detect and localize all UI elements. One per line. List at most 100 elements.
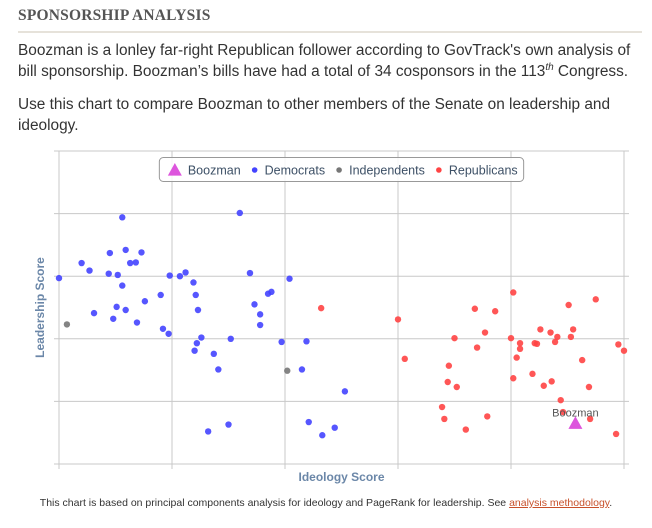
data-point [585,383,593,391]
data-point [90,309,98,317]
data-point [507,334,515,342]
data-point [445,362,453,369]
footnote: This chart is based on principal compone… [0,496,652,510]
data-point [612,430,620,438]
summary-text-end: Congress. [553,63,629,80]
data-point [78,259,85,267]
data-point [481,329,489,336]
data-point [586,415,594,423]
data-point [569,326,577,333]
data-point [444,378,451,386]
legend-item-independents[interactable]: Independents [349,164,425,178]
series-democrats [55,209,349,439]
series-independents [63,321,291,374]
data-point [547,329,554,336]
data-point [303,338,310,345]
data-point [513,354,520,361]
footnote-end: . [609,497,613,509]
data-point [441,415,448,423]
data-point [557,396,564,404]
data-point [529,370,536,378]
legend-dot-icon [251,167,258,173]
data-point [491,308,499,315]
sponsorship-section: SPONSORSHIP ANALYSIS Boozman is a lonley… [0,0,652,136]
data-point [537,326,544,333]
data-point [106,249,114,257]
data-point [471,305,479,312]
boozman-point-label: Boozman [552,407,598,419]
data-point [305,418,312,426]
data-point [473,344,481,351]
data-point [133,319,141,326]
data-point [55,274,63,282]
summary-text: Boozman is a lonley far-right Republican… [18,42,631,80]
legend-item-boozman[interactable]: Boozman [188,164,241,178]
data-point [592,296,599,303]
instruction-paragraph: Use this chart to compare Boozman to oth… [18,96,611,134]
data-point [510,375,517,382]
data-point [190,279,197,286]
data-point [451,334,458,342]
data-point [565,301,572,309]
data-point [119,214,126,221]
data-point [453,383,460,391]
data-point [533,340,541,348]
data-point [215,366,222,373]
data-point [331,424,338,431]
data-point [198,334,205,341]
data-point [286,275,293,282]
ordinal-suffix: th [545,61,554,73]
data-point [119,282,126,289]
legend-item-republicans[interactable]: Republicans [449,164,518,178]
data-point [401,355,408,363]
methodology-link[interactable]: analysis methodology [509,497,610,509]
data-point [298,366,306,373]
data-point [620,347,628,354]
data-point [86,267,93,274]
data-point [141,298,149,305]
data-point [227,335,234,342]
data-point [182,269,189,276]
data-point [204,428,212,435]
data-point [194,306,202,314]
data-point [341,388,349,395]
data-point [559,408,567,416]
data-point [193,339,201,347]
data-point [110,315,117,322]
summary-paragraph: Boozman is a lonley far-right Republican… [18,40,642,82]
data-point [122,306,129,314]
legend: Boozman Democrats Independents Republicans [158,157,525,182]
data-point [159,325,167,332]
data-point [113,303,120,311]
data-point [191,347,198,354]
data-point [317,304,325,312]
data-point [132,259,140,266]
data-point [394,316,402,323]
x-axis-label: Ideology Score [298,470,384,484]
data-point [319,432,326,439]
data-point [114,271,121,279]
data-point [246,269,254,277]
data-point [126,259,134,267]
data-point [122,246,129,254]
data-point [256,321,264,329]
data-point [510,289,517,296]
series-boozman: Boozman [552,407,599,429]
data-point [554,333,561,341]
data-point [462,426,469,433]
data-point [615,341,622,348]
data-point [225,421,232,428]
data-point [516,345,524,353]
data-point [176,273,184,280]
boozman-marker [568,416,583,429]
data-point [438,403,446,411]
data-point [192,291,199,299]
legend-dot-icon [436,167,442,173]
data-point [548,378,555,385]
legend-item-democrats[interactable]: Democrats [265,164,325,178]
data-point [165,330,172,337]
legend-dot-icon [336,167,342,173]
data-point [138,249,145,256]
title-divider [18,31,642,33]
